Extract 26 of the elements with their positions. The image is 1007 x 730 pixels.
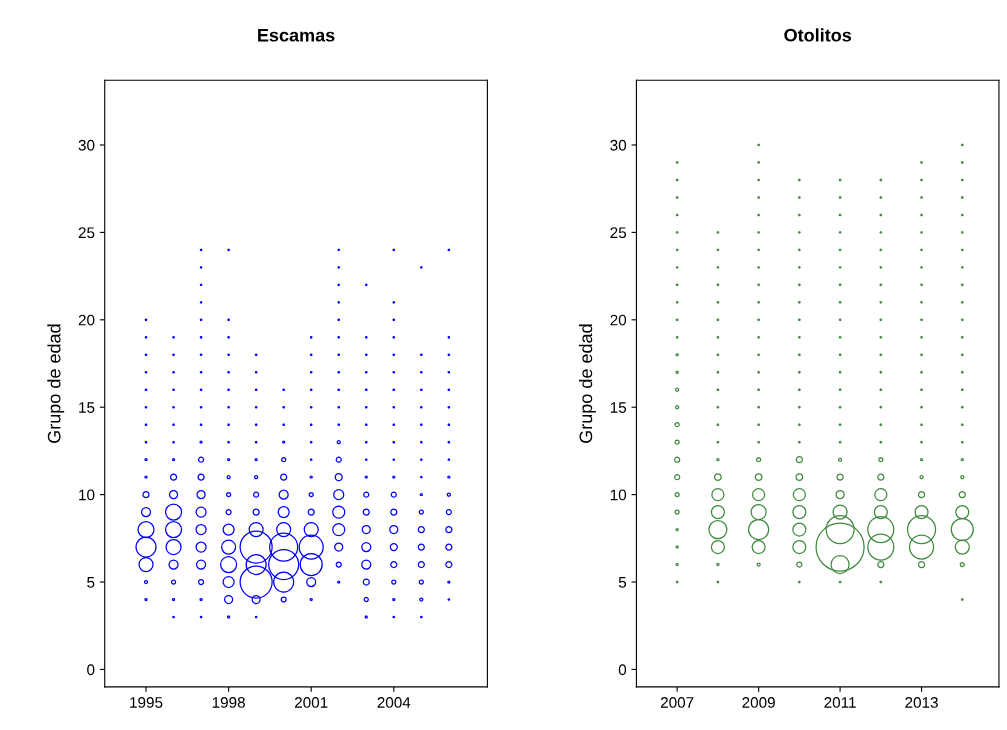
y-tick-label: 20 (610, 314, 627, 326)
y-tick-label: 15 (610, 402, 627, 413)
y-tick-label: 25 (78, 227, 95, 239)
y-axis-title: Grupo de edad (47, 324, 65, 443)
y-tick-label: 25 (610, 227, 627, 239)
y-tick-label: 5 (87, 577, 95, 588)
x-tick-label: 2001 (294, 697, 328, 708)
x-tick-label: 2007 (660, 697, 694, 708)
x-tick-label: 2011 (824, 697, 856, 708)
y-tick-label: 5 (618, 577, 627, 588)
y-tick-label: 30 (78, 139, 95, 151)
y-tick-label: 0 (618, 664, 627, 676)
y-tick-label: 15 (79, 402, 95, 413)
y-tick-label: 10 (79, 489, 95, 501)
x-tick-label: 1995 (130, 697, 163, 708)
x-tick-label: 2009 (742, 697, 775, 708)
y-tick-label: 20 (78, 314, 95, 326)
y-tick-label: 0 (87, 664, 95, 676)
y-axis-title: Grupo de edad (578, 324, 596, 443)
x-tick-label: 1998 (212, 697, 245, 708)
x-tick-label: 2013 (905, 697, 938, 708)
y-tick-label: 10 (610, 489, 627, 501)
chart-title: Escamas (258, 28, 335, 42)
y-tick-label: 30 (610, 139, 627, 151)
chart-title: Otolitos (784, 28, 852, 42)
x-tick-label: 2004 (377, 697, 411, 708)
